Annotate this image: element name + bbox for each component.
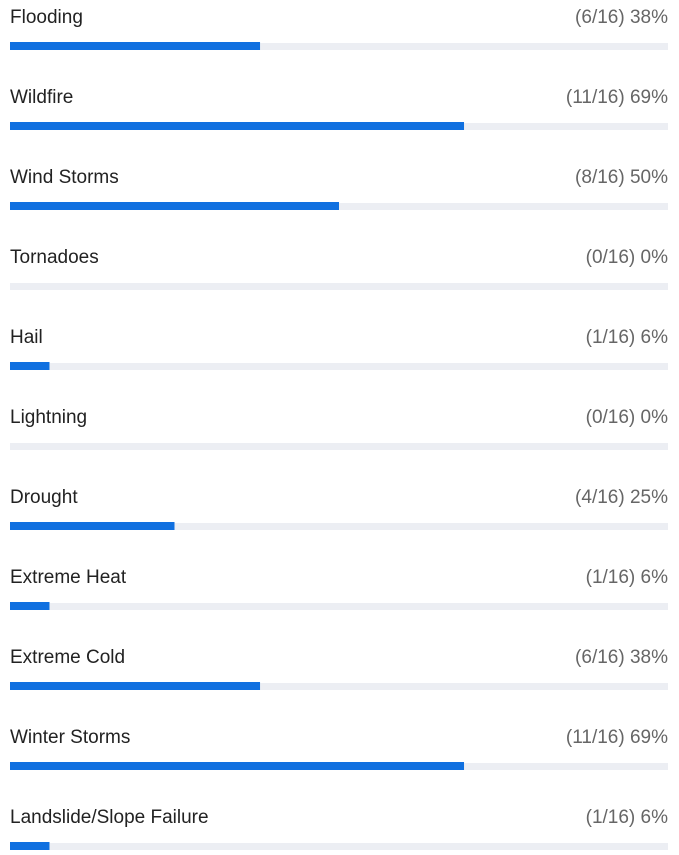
option-label: Hail	[10, 327, 43, 348]
option-result: (6/16) 38%	[575, 647, 668, 668]
bar-track	[10, 443, 668, 450]
bar-track	[10, 843, 668, 850]
bar	[10, 602, 50, 610]
option-label: Landslide/Slope Failure	[10, 807, 209, 828]
bar	[10, 762, 465, 770]
option-result: (4/16) 25%	[575, 487, 668, 508]
option-label: Wind Storms	[10, 167, 119, 188]
option-result: (0/16) 0%	[586, 247, 668, 268]
bar	[10, 842, 50, 850]
option-result: (1/16) 6%	[586, 327, 668, 348]
option-result: (11/16) 69%	[566, 87, 668, 108]
bar-track	[10, 283, 668, 290]
option-result: (6/16) 38%	[575, 7, 668, 28]
option-label: Wildfire	[10, 87, 73, 108]
bar	[10, 202, 339, 210]
option-label: Extreme Heat	[10, 567, 127, 588]
option-result: (1/16) 6%	[586, 567, 668, 588]
option-result: (1/16) 6%	[586, 807, 668, 828]
option-result: (0/16) 0%	[586, 407, 668, 428]
bar	[10, 362, 50, 370]
option-result: (11/16) 69%	[566, 727, 668, 748]
option-label: Extreme Cold	[10, 647, 125, 668]
option-label: Drought	[10, 487, 78, 508]
bar	[10, 42, 261, 50]
bar-track	[10, 363, 668, 370]
bar-track	[10, 683, 668, 690]
option-label: Tornadoes	[10, 247, 99, 268]
bar	[10, 522, 175, 530]
option-label: Flooding	[10, 7, 83, 28]
option-label: Winter Storms	[10, 727, 130, 748]
option-label: Lightning	[10, 407, 87, 428]
bar-track	[10, 523, 668, 530]
bar-track	[10, 603, 668, 610]
bar	[10, 682, 261, 690]
bar	[10, 122, 465, 130]
bar-track	[10, 43, 668, 50]
option-result: (8/16) 50%	[575, 167, 668, 188]
